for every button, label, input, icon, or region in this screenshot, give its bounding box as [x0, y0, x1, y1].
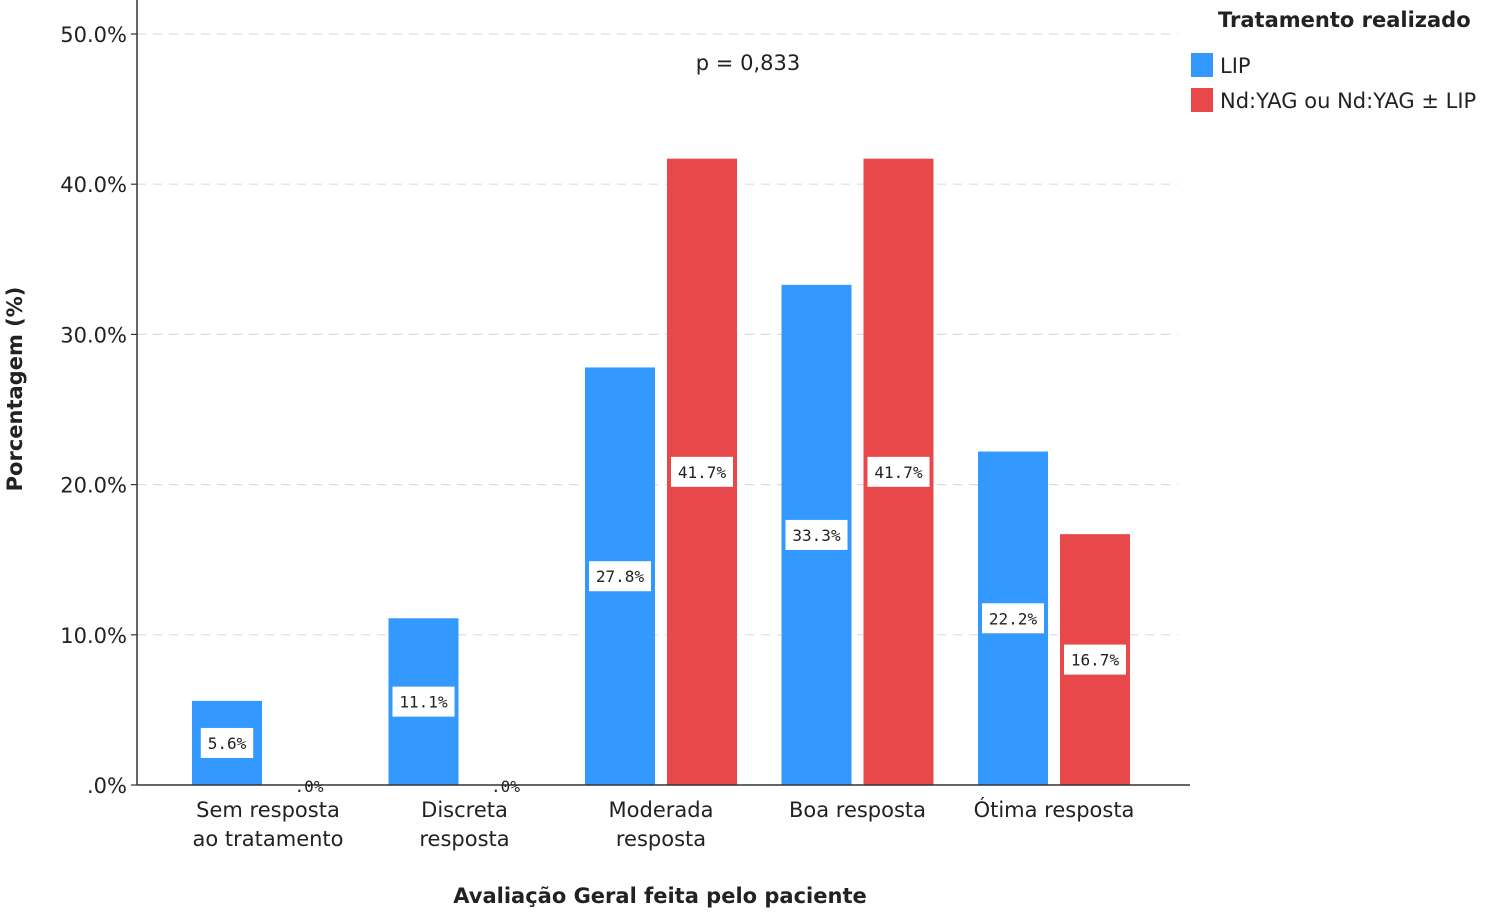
data-label: 16.7%	[1071, 651, 1120, 670]
data-label: 33.3%	[792, 526, 841, 545]
data-label-box	[867, 456, 930, 487]
data-label-box	[392, 686, 455, 717]
data-label: 41.7%	[678, 463, 727, 482]
data-label: 41.7%	[874, 463, 923, 482]
legend-swatch-ndyag	[1191, 88, 1213, 112]
data-labels: 5.6% .0% 11.1% .0% 27.8% 41.7% 33.3% 41.7% 22.2%…	[200, 456, 1126, 796]
axes	[136, 0, 1190, 786]
x-tick-label: resposta	[419, 827, 509, 851]
x-axis-title: Avaliação Geral feita pelo paciente	[453, 884, 866, 908]
x-tick-label: resposta	[616, 827, 706, 851]
y-tick-label: 50.0%	[60, 23, 127, 47]
data-label-box	[200, 727, 254, 758]
bars	[192, 158, 1130, 785]
x-tick-label: ao tratamento	[193, 827, 344, 851]
data-label: .0%	[491, 777, 520, 796]
y-tick-label: 40.0%	[60, 173, 127, 197]
y-tick-label: .0%	[87, 774, 127, 798]
x-tick-label: Sem resposta	[196, 798, 340, 822]
data-label-box	[785, 519, 848, 550]
data-label: 22.2%	[989, 609, 1038, 628]
data-label: 27.8%	[596, 567, 645, 586]
legend: Tratamento realizado LIP Nd:YAG ou Nd:YA…	[1191, 8, 1476, 113]
y-tick-label: 20.0%	[60, 474, 127, 498]
data-label-box	[589, 561, 651, 592]
legend-swatch-lip	[1191, 53, 1213, 77]
y-axis-title: Porcentagem (%)	[3, 287, 27, 492]
legend-title: Tratamento realizado	[1218, 8, 1471, 32]
data-label-box	[1064, 644, 1126, 675]
legend-label-ndyag: Nd:YAG ou Nd:YAG ± LIP	[1220, 89, 1476, 113]
data-label: 5.6%	[208, 734, 247, 753]
x-tick-label: Moderada	[609, 798, 714, 822]
x-tick-label: Ótima resposta	[974, 797, 1135, 822]
y-tick-label: 10.0%	[60, 624, 127, 648]
data-label-box	[982, 603, 1044, 634]
legend-label-lip: LIP	[1220, 54, 1251, 78]
y-tick-label: 30.0%	[60, 323, 127, 347]
data-label: 11.1%	[399, 693, 448, 712]
y-tick-labels: .0% 10.0% 20.0% 30.0% 40.0% 50.0%	[60, 23, 137, 798]
x-category-labels: Sem resposta ao tratamento Discreta respost…	[193, 797, 1135, 851]
p-value-annotation: p = 0,833	[696, 51, 800, 75]
x-tick-label: Boa resposta	[789, 798, 926, 822]
data-label: .0%	[295, 777, 324, 796]
data-label-box	[671, 456, 733, 487]
x-tick-label: Discreta	[421, 798, 508, 822]
